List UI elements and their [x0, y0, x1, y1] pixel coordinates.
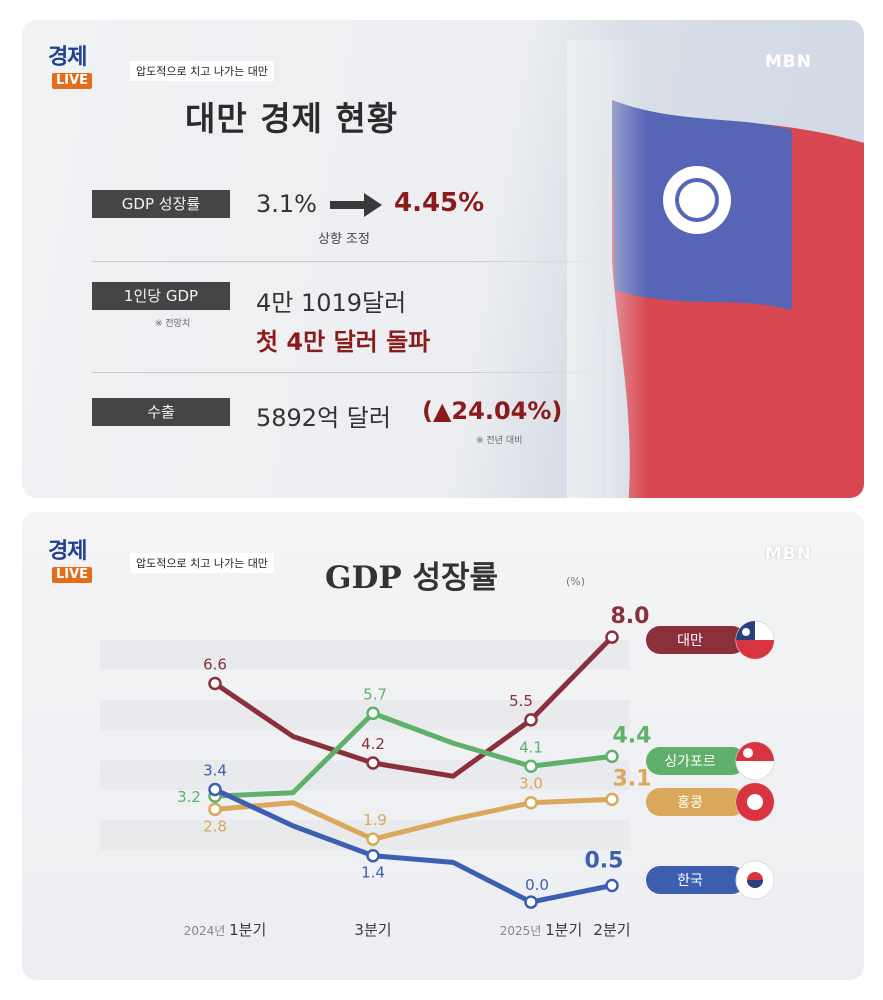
x-tick-year: 2024년 [184, 924, 229, 938]
data-point [366, 756, 380, 770]
x-tick-label: 2024년 1분기 [184, 921, 267, 939]
gdp-growth-tag: GDP 성장률 [92, 190, 230, 218]
gdp-per-capita-highlight: 첫 4만 달러 돌파 [256, 328, 431, 356]
data-label: 5.7 [363, 685, 387, 703]
data-label: 0.5 [585, 849, 624, 874]
data-point [366, 706, 380, 721]
data-label: 3.2 [177, 788, 201, 806]
program-logo: 경제 LIVE [48, 47, 130, 89]
logo-text-live: LIVE [52, 73, 93, 89]
exports-tag: 수출 [92, 398, 230, 426]
legend-tag [646, 788, 746, 816]
brand-logo: MBN [764, 52, 812, 72]
grid-band [100, 700, 630, 730]
singapore-flag-moon [743, 748, 753, 758]
series-line-4 [212, 786, 615, 905]
data-label: 8.0 [611, 604, 650, 629]
program-subtitle: 압도적으로 치고 나가는 대만 [130, 553, 274, 573]
korea-flag-taegeuk [747, 880, 763, 888]
legend-label: 싱가포르 [664, 754, 716, 770]
chart-panel: MBN [22, 512, 864, 980]
x-tick-label: 2분기 [593, 921, 630, 939]
data-point [605, 630, 619, 644]
data-label: 5.5 [509, 692, 533, 710]
data-point [208, 802, 222, 817]
chart-unit: (%) [566, 575, 586, 588]
legend-tag [646, 866, 746, 894]
grid-band [100, 640, 630, 670]
row-divider [92, 261, 612, 262]
data-label: 3.4 [203, 761, 227, 779]
legend-label: 홍콩 [677, 795, 703, 811]
data-label: 3.0 [519, 775, 543, 793]
x-tick-quarter: 1분기 [545, 921, 582, 939]
data-point [208, 676, 222, 691]
data-label: 1.9 [363, 811, 387, 829]
x-tick-label: 2025년 1분기 [500, 921, 583, 939]
x-tick-quarter: 1분기 [229, 921, 266, 939]
series-line-3 [212, 796, 615, 842]
program-logo: 경제 LIVE [48, 541, 130, 583]
series-line-1 [212, 634, 615, 779]
data-point [524, 895, 538, 909]
x-tick-label: 3분기 [354, 921, 391, 939]
data-point [605, 749, 619, 764]
legend-label: 한국 [677, 873, 703, 889]
logo-text-live: LIVE [52, 567, 93, 583]
data-point [524, 759, 538, 774]
data-label: 4.4 [613, 723, 652, 748]
taiwan-flag-image [567, 40, 864, 498]
x-tick-quarter: 2분기 [593, 921, 630, 939]
data-point [605, 792, 619, 807]
data-label: 2.8 [203, 817, 227, 835]
hongkong-flag-flower [747, 794, 763, 810]
gdp-per-capita-tag-note: ※ 전망치 [155, 319, 191, 329]
exports-value: 5892억 달러 [256, 404, 391, 432]
legend-tag [646, 626, 746, 654]
data-point [208, 782, 222, 797]
summary-title: 대만 경제 현황 [185, 99, 399, 138]
legend-tag [646, 747, 746, 775]
exports-change: (▲24.04%) [422, 397, 563, 425]
gdp-per-capita-value: 4만 1019달러 [256, 289, 407, 317]
gdp-per-capita-tag: 1인당 GDP [92, 282, 230, 310]
gdp-growth-note: 상향 조정 [318, 232, 370, 247]
data-point [366, 832, 380, 846]
arrow-right-icon [330, 193, 382, 217]
gdp-growth-new: 4.45% [394, 188, 485, 218]
data-label: 6.6 [203, 655, 227, 673]
data-label: 1.4 [361, 864, 385, 882]
taiwan-flag-sun [742, 628, 750, 636]
taiwan-flag-icon [736, 640, 774, 659]
data-label: 3.1 [613, 766, 652, 791]
data-label: 4.2 [361, 735, 385, 753]
data-point [524, 795, 538, 810]
legend-label: 대만 [677, 633, 703, 649]
x-tick-quarter: 3분기 [354, 921, 391, 939]
singapore-flag-icon [736, 742, 774, 761]
series-line-2 [212, 710, 615, 799]
row-divider [92, 372, 612, 373]
data-label: 4.1 [519, 738, 543, 756]
data-point [605, 878, 619, 893]
data-label: 0.0 [525, 876, 549, 894]
chart-title: GDP 성장률 [325, 560, 499, 596]
program-subtitle: 압도적으로 치고 나가는 대만 [130, 61, 274, 81]
exports-note: ※ 전년 대비 [476, 436, 523, 446]
gdp-growth-old: 3.1% [256, 190, 317, 218]
data-point [366, 848, 380, 863]
brand-logo: MBN [764, 544, 812, 564]
logo-text-main: 경제 [48, 45, 87, 70]
logo-text-main: 경제 [48, 539, 87, 564]
x-tick-year: 2025년 [500, 924, 545, 938]
data-point [524, 713, 538, 727]
